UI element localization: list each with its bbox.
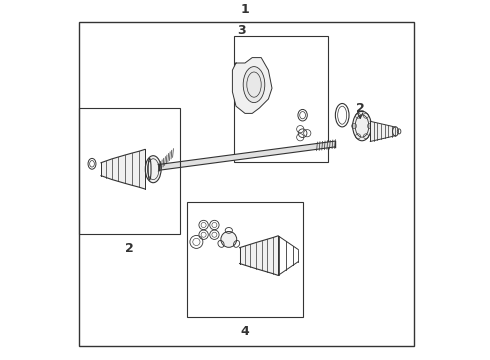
Bar (187, 202, 303, 317)
Ellipse shape (145, 156, 161, 183)
Text: 1: 1 (241, 3, 249, 15)
Polygon shape (158, 141, 335, 170)
Ellipse shape (353, 111, 371, 141)
Ellipse shape (243, 67, 265, 103)
Text: 4: 4 (241, 325, 249, 338)
Bar (234, 36, 328, 162)
Polygon shape (232, 58, 272, 113)
Polygon shape (101, 149, 145, 189)
Text: 3: 3 (237, 24, 245, 37)
Ellipse shape (392, 127, 398, 136)
Bar (79, 22, 414, 346)
Text: 2: 2 (356, 102, 365, 114)
Polygon shape (240, 236, 278, 275)
Circle shape (221, 231, 237, 247)
Bar (79, 108, 180, 234)
Polygon shape (370, 121, 395, 141)
Text: 2: 2 (125, 242, 134, 255)
